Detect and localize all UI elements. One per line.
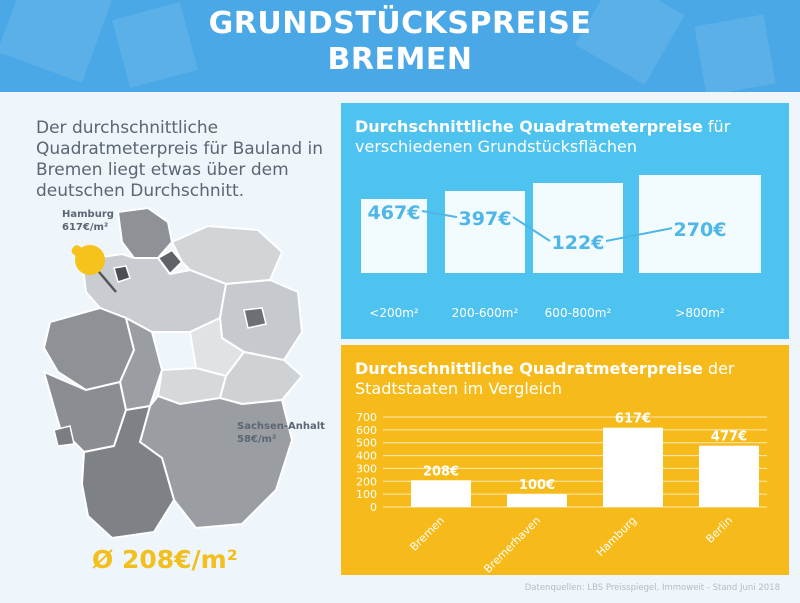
city-panel-title-rest: der Stadtstaaten im Vergleich <box>355 359 735 398</box>
y-tick-label: 700 <box>356 411 377 424</box>
bar-value-label: 100€ <box>519 478 555 493</box>
area-panel-title-rest: für verschiedenen Grundstücksflächen <box>355 117 731 156</box>
bar-value-label: 477€ <box>711 430 747 445</box>
y-tick-label: 400 <box>356 450 377 463</box>
x-category-label: Bremen <box>407 514 447 554</box>
y-tick-label: 300 <box>356 462 377 475</box>
map-label-hamburg-price: 617€/m² <box>62 222 109 233</box>
trend-line <box>605 227 673 242</box>
map-label-sachsen-price: 58€/m² <box>237 434 277 445</box>
page-title: GRUNDSTÜCKSPREISE <box>208 6 592 41</box>
city-panel-title-bold: Durchschnittliche Quadratmeterpreise <box>355 359 703 378</box>
area-category-label: <200m² <box>369 306 419 320</box>
area-box <box>445 191 525 273</box>
city-panel-title: Durchschnittliche Quadratmeterpreise der… <box>355 359 775 399</box>
trend-line <box>512 216 551 242</box>
x-category-label: Berlin <box>703 514 735 546</box>
average-price: Ø 208€/m² <box>92 545 238 574</box>
area-box <box>533 183 623 273</box>
bar-value-label: 617€ <box>615 412 651 427</box>
y-tick-label: 600 <box>356 424 377 437</box>
bar-value-label: 208€ <box>423 464 459 479</box>
area-value-label: 397€ <box>459 208 512 230</box>
intro-text: Der durchschnittliche Quadratmeterpreis … <box>36 118 324 201</box>
bar <box>507 494 567 507</box>
area-category-label: 200-600m² <box>452 306 519 320</box>
germany-map <box>42 206 304 540</box>
city-state-panel: Durchschnittliche Quadratmeterpreise der… <box>341 345 789 575</box>
x-category-label: Bremerhaven <box>481 514 543 575</box>
area-category-label: 600-800m² <box>545 306 612 320</box>
area-value-label: 270€ <box>674 219 727 241</box>
map-region-berlin <box>243 307 267 329</box>
y-tick-label: 0 <box>370 501 377 514</box>
map-region-schleswig-holstein <box>116 206 174 259</box>
map-label-sachsen-name: Sachsen-Anhalt <box>237 421 325 432</box>
area-price-chart: 467€ <200m² 397€ 200-600m² 122€ 600-800m² 270€… <box>361 175 761 320</box>
page-subtitle: BREMEN <box>327 42 473 77</box>
bar <box>411 480 471 507</box>
bar <box>603 427 663 507</box>
map-label-hamburg: Hamburg 617€/m² <box>62 208 114 234</box>
data-source: Datenquellen: LBS Preisspiegel, Immoweit… <box>524 583 780 593</box>
area-value-label: 122€ <box>552 232 605 254</box>
y-tick-label: 200 <box>356 475 377 488</box>
map-label-sachsen-anhalt: Sachsen-Anhalt 58€/m² <box>237 420 325 446</box>
header-banner: GRUNDSTÜCKSPREISE BREMEN <box>0 0 800 92</box>
location-pin-icon <box>71 245 117 293</box>
map-label-hamburg-name: Hamburg <box>62 209 114 220</box>
map-region-saarland <box>53 425 75 447</box>
trend-line <box>421 210 458 219</box>
x-category-label: Hamburg <box>594 514 639 559</box>
area-panel-title: Durchschnittliche Quadratmeterpreise für… <box>355 117 775 157</box>
area-price-panel: Durchschnittliche Quadratmeterpreise für… <box>341 103 789 339</box>
map-region-bremen <box>113 265 131 283</box>
area-box <box>361 199 427 273</box>
area-panel-title-bold: Durchschnittliche Quadratmeterpreise <box>355 117 703 136</box>
area-value-label: 467€ <box>368 202 421 224</box>
area-box <box>639 175 761 273</box>
y-tick-label: 100 <box>356 488 377 501</box>
y-tick-label: 500 <box>356 437 377 450</box>
area-category-label: >800m² <box>675 306 725 320</box>
map-region-baden-wuerttemberg <box>80 404 176 540</box>
bar <box>699 445 759 507</box>
